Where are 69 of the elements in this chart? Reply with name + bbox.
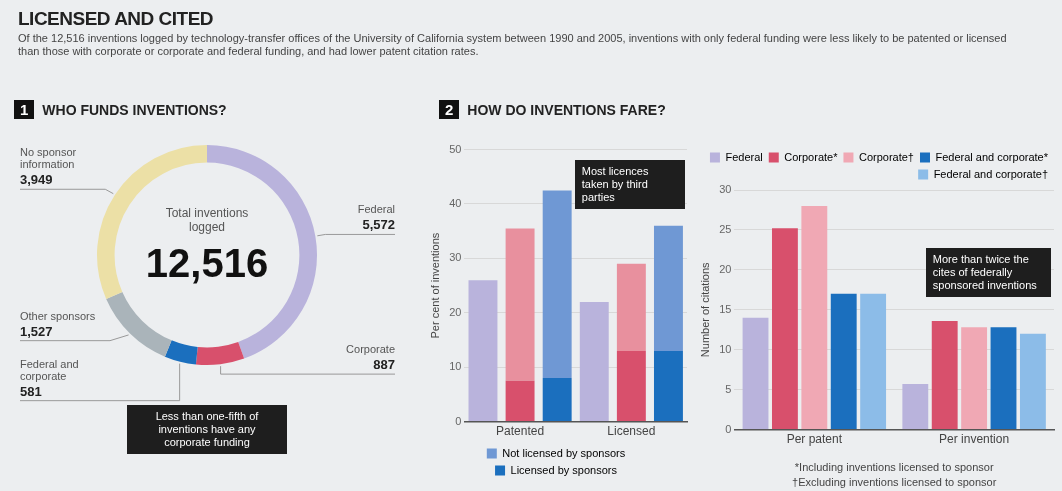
y-tick-label: 0 bbox=[455, 414, 462, 427]
y-axis-title: Per cent of inventions bbox=[428, 232, 441, 339]
legend-label: Corporate† bbox=[858, 150, 914, 163]
bar bbox=[505, 380, 535, 422]
bar bbox=[902, 384, 929, 430]
callout-box: Less than one-fifth of inventions have any corporate funding bbox=[127, 405, 287, 454]
bar bbox=[742, 317, 769, 430]
text: 1 bbox=[14, 100, 35, 119]
legend-label: Not licensed by sponsors bbox=[502, 446, 626, 459]
data-label: 1,527 bbox=[20, 323, 53, 339]
x-tick-label: Licensed bbox=[607, 424, 656, 439]
data-label: 3,949 bbox=[20, 172, 53, 188]
bar bbox=[653, 225, 683, 351]
legend-label: Federal and corporate* bbox=[935, 150, 1049, 163]
bar bbox=[653, 350, 683, 422]
chart-title: LICENSED AND CITED bbox=[18, 8, 214, 30]
y-tick-label: 30 bbox=[719, 183, 732, 196]
slice-label: No sponsor information bbox=[20, 146, 77, 171]
bar bbox=[990, 327, 1017, 430]
y-tick-label: 20 bbox=[719, 262, 732, 275]
text: 12,516 bbox=[145, 241, 269, 285]
bar bbox=[771, 228, 798, 430]
y-tick-label: 30 bbox=[449, 251, 462, 264]
text: †Excluding inventions licensed to sponsor bbox=[792, 476, 997, 489]
slice-label: Corporate bbox=[346, 343, 395, 356]
y-tick-label: 15 bbox=[719, 302, 732, 315]
slice-label: Federal bbox=[357, 203, 395, 216]
y-tick-label: 50 bbox=[449, 142, 462, 155]
text: 2 bbox=[439, 100, 460, 119]
bar bbox=[830, 293, 857, 430]
data-label: 5,572 bbox=[362, 217, 395, 233]
slice-label: Other sponsors bbox=[20, 309, 96, 322]
text: Of the 12,516 inventions logged by technology-transfer offices of the University of California system between 1990 and 2005, inventions with only federal funding were less likely to be patented or licensed than those with corporate or corporate and federal funding, and had lower patent citation rates. bbox=[18, 32, 1008, 58]
callout-box: Most licences taken by third parties bbox=[574, 160, 685, 210]
y-axis-title: Number of citations bbox=[698, 261, 711, 358]
y-tick-label: 25 bbox=[719, 222, 732, 235]
bar bbox=[860, 293, 887, 430]
legend-label: Federal bbox=[725, 150, 763, 163]
bar bbox=[542, 378, 572, 422]
y-tick-label: 10 bbox=[449, 360, 462, 373]
bar bbox=[468, 280, 498, 422]
bar bbox=[931, 320, 958, 430]
bar bbox=[1019, 333, 1046, 430]
bar bbox=[542, 190, 572, 379]
bar bbox=[505, 228, 535, 381]
data-label: 581 bbox=[20, 383, 42, 399]
y-tick-label: 40 bbox=[449, 197, 462, 210]
y-tick-label: 20 bbox=[449, 305, 462, 318]
bar bbox=[616, 350, 646, 422]
bar bbox=[961, 327, 988, 430]
x-tick-label: Per invention bbox=[939, 432, 1010, 447]
y-tick-label: 5 bbox=[725, 382, 732, 395]
y-tick-label: 10 bbox=[719, 342, 732, 355]
bar bbox=[801, 205, 828, 430]
bar bbox=[579, 301, 609, 422]
callout-box: More than twice the cites of federally sponsored inventions bbox=[925, 247, 1051, 297]
x-tick-label: Patented bbox=[496, 424, 545, 439]
text: Total inventions logged bbox=[165, 206, 249, 234]
slice-label: Federal and corporate bbox=[20, 357, 79, 382]
y-tick-label: 0 bbox=[725, 422, 732, 435]
text: *Including inventions licensed to sponsor bbox=[794, 461, 994, 474]
legend-label: Licensed by sponsors bbox=[510, 463, 618, 476]
legend-label: Federal and corporate† bbox=[933, 167, 1049, 180]
text: WHO FUNDS INVENTIONS? bbox=[42, 101, 227, 118]
data-label: 887 bbox=[373, 357, 395, 373]
x-tick-label: Per patent bbox=[786, 432, 843, 447]
bar bbox=[616, 263, 646, 351]
legend-label: Corporate* bbox=[784, 150, 839, 163]
chart-title: HOW DO INVENTIONS FARE? bbox=[467, 101, 666, 118]
